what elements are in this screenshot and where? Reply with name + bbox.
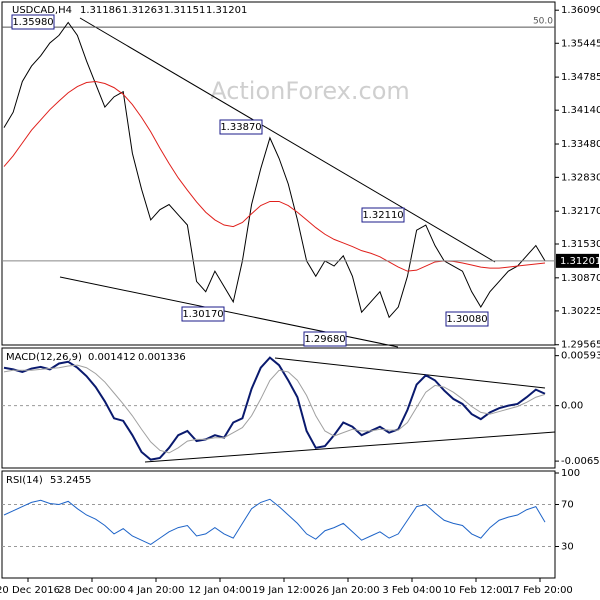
trendline (59, 276, 399, 348)
macd-readout: 0.001412 (88, 352, 136, 363)
x-tick-label: 12 Jan 04:00 (188, 585, 251, 596)
series-line (3, 364, 546, 454)
ohlc-readout: 1.31201 (206, 5, 247, 16)
y-tick-label: 1.32830 (561, 172, 600, 183)
y-tick-label: 1.31530 (561, 239, 600, 250)
series-line (3, 21, 546, 319)
macd-panel (1, 347, 556, 469)
x-tick-label: 4 Jan 20:00 (128, 585, 185, 596)
y-tick-label: 0.00 (561, 401, 583, 412)
annotation: 1.30080 (446, 314, 487, 325)
annotation: 1.30170 (182, 309, 223, 320)
y-tick-label: 70 (561, 500, 574, 511)
y-tick-label: 1.34140 (561, 105, 600, 116)
y-tick-label: 1.36090 (561, 5, 600, 16)
price-panel (1, 1, 556, 346)
annotation: 1.33870 (220, 122, 261, 133)
annotation-box (181, 306, 225, 322)
series-line (3, 498, 546, 545)
y-tick-label: 1.35445 (561, 38, 600, 49)
annotation-box (219, 119, 263, 135)
series-line (3, 356, 546, 461)
x-tick-label: 20 Dec 2016 (0, 585, 60, 596)
current-price-box (556, 253, 599, 268)
watermark: ActionForex.com (210, 77, 410, 105)
ohlc-readout: 1.31186 (80, 5, 121, 16)
y-tick-label: 100 (561, 468, 580, 479)
x-tick-label: 3 Feb 04:00 (382, 585, 441, 596)
trendline (144, 431, 556, 463)
ohlc-readout: 1.31151 (164, 5, 205, 16)
annotation-box (361, 207, 405, 223)
annotation: 1.35980 (12, 17, 53, 28)
macd-title: MACD(12,26,9) (6, 352, 82, 363)
current-price-label: 1.31201 (560, 256, 600, 267)
y-tick-label: 1.30870 (561, 273, 600, 284)
annotation: 1.29680 (304, 334, 345, 345)
series-line (3, 80, 546, 272)
y-tick-label: 30 (561, 542, 574, 553)
y-tick-label: 1.33480 (561, 139, 600, 150)
annotation-box (445, 311, 489, 327)
trendline (79, 17, 496, 263)
y-tick-label: 1.30225 (561, 306, 600, 317)
x-tick-label: 10 Feb 12:00 (443, 585, 509, 596)
annotation: 1.32110 (362, 210, 403, 221)
annotation-box (11, 14, 55, 30)
y-tick-label: -0.006575 (561, 456, 600, 467)
ohlc-readout: 1.31263 (122, 5, 163, 16)
annotation-box (303, 331, 347, 347)
rsi-panel (1, 470, 556, 579)
x-tick-label: 17 Feb 20:00 (507, 585, 573, 596)
x-tick-label: 19 Jan 12:00 (252, 585, 315, 596)
trendline (274, 357, 546, 389)
symbol: USDCAD,H4 (12, 5, 72, 16)
y-tick-label: 1.29565 (561, 340, 600, 351)
level-label: 50.0 (533, 17, 553, 27)
y-tick-label: 0.00593 (561, 351, 600, 362)
rsi-title: RSI(14) (6, 475, 43, 486)
macd-readout: 0.001336 (138, 352, 186, 363)
x-tick-label: 26 Jan 20:00 (316, 585, 379, 596)
x-tick-label: 28 Dec 00:00 (58, 585, 125, 596)
y-tick-label: 1.34785 (561, 72, 600, 83)
rsi-readout: 53.2455 (50, 475, 91, 486)
y-tick-label: 1.32170 (561, 206, 600, 217)
